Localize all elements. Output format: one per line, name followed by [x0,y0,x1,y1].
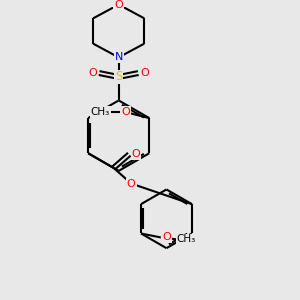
Text: O: O [114,0,123,10]
Text: CH₃: CH₃ [91,107,110,117]
Text: S: S [115,70,122,83]
Text: O: O [121,107,130,117]
Text: N: N [115,52,123,62]
Text: O: O [162,232,171,242]
Text: O: O [132,149,140,159]
Text: O: O [141,68,149,78]
Text: O: O [88,68,97,78]
Text: CH₃: CH₃ [176,234,196,244]
Text: O: O [127,178,136,189]
